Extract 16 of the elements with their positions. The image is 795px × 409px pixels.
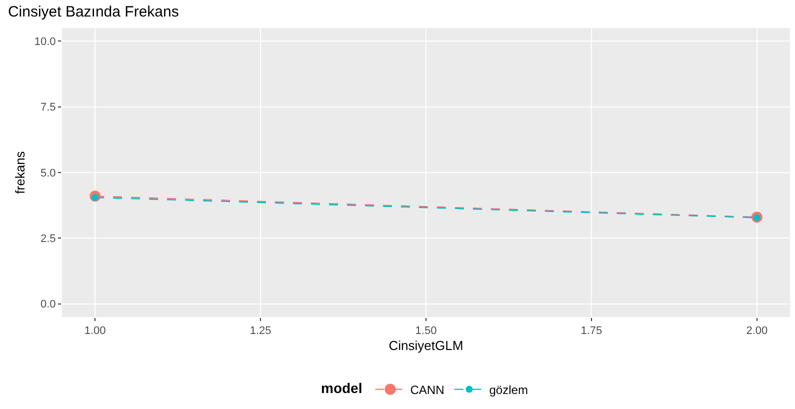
- y-tick-label: 10.0: [34, 36, 56, 48]
- y-axis-title: frekans: [12, 150, 28, 194]
- legend-title: model: [321, 380, 362, 396]
- x-axis-title: CinsiyetGLM: [388, 338, 464, 353]
- y-tick-label: 5.0: [40, 167, 56, 180]
- legend-label: CANN: [410, 382, 444, 397]
- y-tick-label: 2.5: [40, 233, 56, 246]
- x-tick-label: 1.00: [84, 325, 106, 338]
- y-tick-label: 0.0: [40, 298, 56, 311]
- x-tick-label: 1.50: [415, 325, 437, 338]
- x-tick-label: 2.00: [746, 325, 768, 338]
- y-tick-label: 7.5: [40, 102, 56, 114]
- x-tick-label: 1.25: [250, 325, 272, 338]
- legend-label: gözlem: [489, 382, 528, 397]
- x-tick-label: 1.75: [580, 325, 602, 338]
- chart-title: Cinsiyet Bazında Frekans: [8, 4, 179, 21]
